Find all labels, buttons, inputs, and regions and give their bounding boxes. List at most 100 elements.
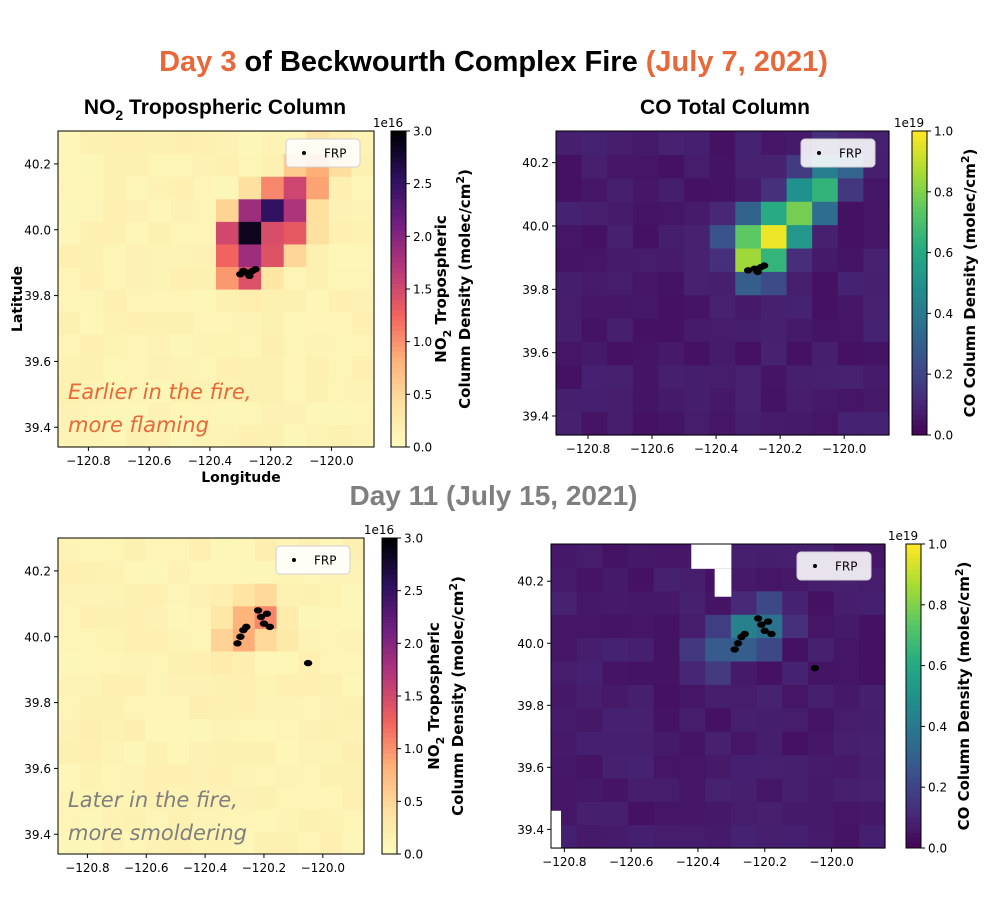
colorbar-step bbox=[391, 257, 406, 264]
y-tick-label: 39.4 bbox=[522, 410, 549, 424]
heatmap-cell bbox=[556, 177, 583, 202]
heatmap-cell bbox=[58, 356, 82, 380]
heatmap-cell bbox=[232, 696, 256, 720]
heatmap-cell bbox=[58, 221, 82, 245]
colorbar-step bbox=[906, 650, 921, 656]
colorbar-step bbox=[391, 194, 406, 200]
colorbar-step bbox=[912, 141, 927, 147]
heatmap-cell bbox=[254, 831, 278, 855]
heatmap-cell bbox=[238, 424, 262, 448]
colorbar-step bbox=[912, 272, 927, 279]
colorbar-step bbox=[906, 630, 921, 636]
heatmap-cell bbox=[306, 401, 330, 426]
colorbar-tick-label: 0.2 bbox=[928, 781, 947, 795]
heatmap-cell bbox=[684, 341, 711, 366]
heatmap-cell bbox=[833, 754, 860, 779]
colorbar-step bbox=[906, 817, 921, 824]
heatmap-cell bbox=[730, 754, 758, 779]
heatmap-cell bbox=[232, 763, 256, 787]
axes-frame bbox=[555, 130, 890, 436]
heatmap-cell bbox=[807, 590, 835, 615]
heatmap-cell bbox=[216, 424, 240, 448]
heatmap-cell bbox=[786, 294, 813, 319]
heatmap-cell bbox=[735, 271, 762, 296]
colorbar-step bbox=[912, 257, 927, 264]
heatmap-cell bbox=[145, 696, 168, 720]
frp-point bbox=[265, 623, 275, 631]
heatmap-cell bbox=[58, 379, 82, 403]
panel-co-day3: FRP −120.8 −120.6 −120.4 −120.2 −120.0 39.4 39.… bbox=[522, 96, 979, 456]
heatmap-cell bbox=[170, 334, 195, 358]
missing-data-cell bbox=[714, 568, 732, 597]
heatmap-cell bbox=[756, 754, 783, 779]
colorbar-step bbox=[391, 225, 406, 232]
heatmap-cell bbox=[351, 176, 375, 200]
heatmap-cell bbox=[101, 696, 125, 720]
colorbar-step bbox=[906, 559, 921, 565]
heatmap-cell bbox=[79, 718, 103, 742]
colorbar-tick-label: 1.0 bbox=[934, 125, 953, 139]
heatmap-cell bbox=[148, 424, 172, 448]
heatmap-cell bbox=[760, 364, 788, 389]
colorbar-tick-label: 3.0 bbox=[404, 532, 423, 546]
colorbar-step bbox=[391, 262, 406, 269]
frp-point bbox=[233, 640, 242, 647]
colorbar-step bbox=[912, 161, 927, 167]
colorbar-tick-label: 2.0 bbox=[413, 230, 432, 244]
colorbar-step bbox=[912, 136, 927, 142]
heatmap-cell bbox=[551, 707, 578, 732]
heatmap-cell bbox=[556, 131, 583, 155]
heatmap-cell bbox=[283, 198, 307, 222]
panel-no2-day3: FRP −120.8 −120.6 −120.4 −120.2 −120.0 39.4 39.… bbox=[10, 96, 474, 486]
heatmap-cell bbox=[756, 801, 783, 826]
colorbar-step bbox=[382, 732, 397, 739]
heatmap-cell bbox=[148, 311, 172, 335]
frp-point bbox=[259, 620, 269, 627]
heatmap-cell bbox=[58, 650, 81, 675]
heatmap-cell bbox=[632, 271, 660, 296]
heatmap-cell bbox=[576, 614, 603, 639]
heatmap-cell bbox=[756, 731, 783, 756]
frp-point bbox=[753, 268, 762, 276]
colorbar-step bbox=[391, 378, 406, 385]
heatmap-cell bbox=[306, 311, 330, 335]
heatmap-cell bbox=[193, 289, 217, 313]
x-tick-label: −120.0 bbox=[822, 442, 866, 456]
heatmap-cell bbox=[730, 824, 758, 849]
heatmap-cell bbox=[342, 831, 365, 855]
heatmap-cell bbox=[730, 707, 758, 732]
colorbar-step bbox=[912, 176, 927, 183]
colorbar-step bbox=[391, 220, 406, 227]
x-tick-label: −120.6 bbox=[124, 861, 168, 875]
heatmap-cell bbox=[254, 763, 278, 787]
heatmap-cell bbox=[167, 763, 190, 787]
heatmap-cell bbox=[705, 731, 732, 756]
heatmap-cell bbox=[342, 741, 365, 765]
colorbar: 0.0 0.5 1.0 1.5 2.0 2.5 3.0 1e16 NO2 Tropospheri… bbox=[373, 116, 474, 455]
heatmap-cell bbox=[556, 247, 583, 272]
heatmap-cell bbox=[581, 411, 608, 436]
colorbar-step bbox=[912, 404, 927, 411]
heatmap-cell bbox=[786, 411, 813, 436]
legend-marker bbox=[817, 151, 821, 155]
heatmap-cell bbox=[632, 411, 660, 436]
heatmap-cell bbox=[351, 266, 375, 290]
y-tick-label: 39.6 bbox=[24, 762, 51, 776]
heatmap-cell bbox=[216, 401, 240, 426]
legend-marker bbox=[813, 564, 817, 568]
heatmap-cell bbox=[351, 311, 375, 335]
colorbar-tick-label: 0.5 bbox=[413, 388, 432, 402]
heatmap-cell bbox=[101, 741, 125, 765]
colorbar-step bbox=[382, 606, 397, 613]
x-tick-label: −120.4 bbox=[694, 442, 738, 456]
y-tick-label: 39.6 bbox=[24, 355, 51, 369]
colorbar-step bbox=[912, 343, 927, 350]
heatmap-cell bbox=[735, 154, 762, 179]
heatmap-cell bbox=[145, 763, 168, 787]
heatmap-cell bbox=[760, 271, 788, 296]
colorbar-step bbox=[382, 827, 397, 834]
colorbar-step bbox=[906, 620, 921, 626]
heatmap-cell bbox=[145, 673, 168, 697]
colorbar-step bbox=[906, 802, 921, 808]
heatmap-cell bbox=[807, 801, 835, 826]
